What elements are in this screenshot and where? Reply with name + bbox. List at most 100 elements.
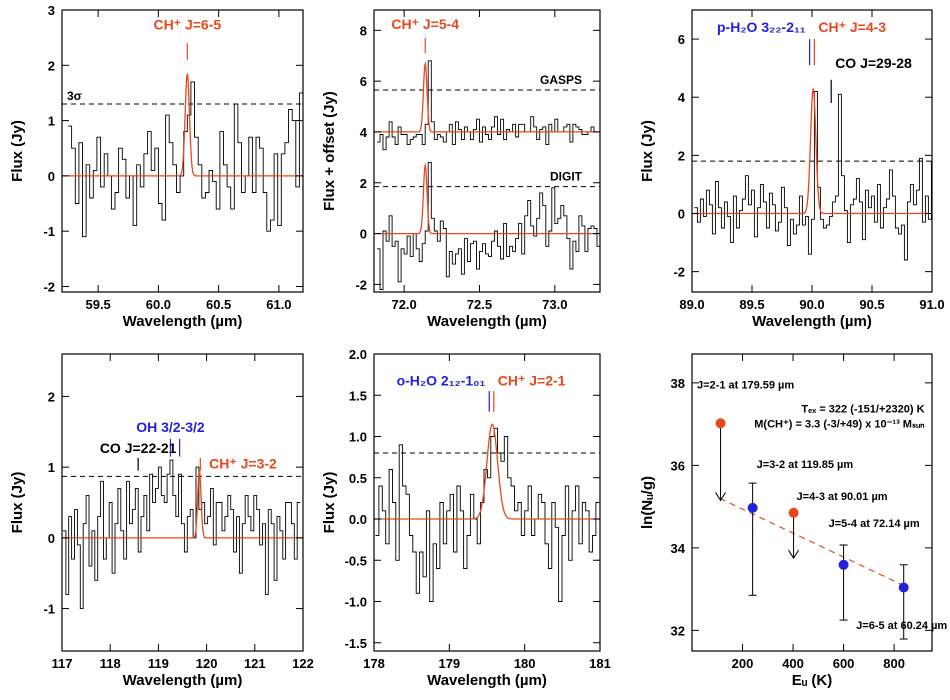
x-axis-title: Wavelength (µm)	[123, 313, 243, 330]
arrow-head	[788, 549, 799, 560]
line-label: CH⁺ J=3-2	[209, 456, 277, 472]
y-axis-title: Flux (Jy)	[321, 472, 338, 534]
y-tick-label: -1.5	[345, 636, 367, 651]
y-axis-title: Flux (Jy)	[9, 120, 26, 182]
point-label: J=2-1 at 179.59 µm	[697, 379, 794, 391]
spectrum-histogram	[377, 161, 600, 290]
y-tick-label: -1.0	[345, 595, 367, 610]
data-point	[788, 507, 799, 518]
x-tick-label: 200	[732, 656, 754, 671]
y-tick-label: 0	[48, 531, 55, 546]
x-tick-label: 89.5	[739, 297, 764, 312]
panel-ch-plus-4-3: p-H₂O 3₂₂-2₁₁ CH⁺ J=4-3 CO J=29-28 89.0 89.5…	[639, 9, 945, 330]
spectrum-histogram	[694, 90, 932, 261]
x-axis-title: Wavelength (µm)	[427, 672, 547, 689]
plot-content	[374, 60, 600, 290]
x-tick-label: 600	[833, 656, 855, 671]
spectrum-histogram	[377, 60, 600, 151]
gaussian-fit	[374, 162, 600, 235]
plot-content	[62, 459, 303, 610]
y-tick-label: 1.5	[349, 388, 367, 403]
y-tick-label: 6	[678, 32, 685, 47]
arrow-head	[715, 492, 726, 502]
line-label: CO J=22-21	[100, 440, 177, 456]
x-tick-label: 400	[782, 656, 804, 671]
line-label: CH⁺ J=6-5	[153, 16, 221, 32]
gaussian-fit	[374, 423, 600, 520]
y-tick-label: -2	[355, 277, 367, 292]
y-tick-label: -2	[673, 265, 685, 280]
x-axis-title: Wavelength (µm)	[752, 313, 872, 330]
point-label: J=4-3 at 90.01 µm	[797, 491, 888, 503]
y-tick-label: 2	[678, 148, 685, 163]
y-tick-label: 6	[360, 74, 367, 89]
x-tick-label: 119	[148, 656, 169, 671]
panel-ch-plus-5-4: GASPS DIGIT CH⁺ J=5-4 72.0 72.5 73.0 -2 0 2 4 6 8 Wa…	[321, 9, 601, 330]
line-label: CH⁺ J=5-4	[391, 16, 459, 32]
line-label: p-H₂O 3₂₂-2₁₁	[717, 19, 806, 35]
y-tick-label: 2	[48, 389, 55, 404]
y-tick-label: 3	[48, 3, 55, 18]
spectrum-histogram	[375, 427, 600, 602]
plot-frame	[691, 9, 933, 293]
ref-label: 3σ	[67, 89, 82, 103]
y-tick-label: 8	[360, 23, 367, 38]
line-label: CH⁺ J=4-3	[818, 19, 886, 35]
panel-ch-plus-6-5: 3σ CH⁺ J=6-5 59.5 60.0 60.5 61.0 -2 -1 0 1 2 3 Wavel…	[9, 3, 304, 330]
y-tick-label: 0.0	[349, 512, 367, 527]
point-label: J=3-2 at 119.85 µm	[757, 459, 854, 471]
line-label: o-H₂O 2₁₂-1₀₁	[397, 372, 486, 388]
y-tick-label: -2	[43, 279, 55, 294]
x-tick-label: 59.5	[85, 297, 110, 312]
x-tick-label: 179	[438, 656, 460, 671]
y-tick-label: 36	[671, 458, 685, 473]
y-tick-label: 0	[48, 169, 55, 184]
y-axis-title: Flux + offset (Jy)	[321, 91, 338, 211]
y-axis-title: Flux (Jy)	[639, 120, 656, 182]
y-tick-label: 4	[360, 125, 368, 140]
x-axis-title: Eᵤ (K)	[792, 672, 833, 689]
mass-annotation: M(CH⁺) = 3.3 (-3/+49) x 10⁻¹³ Mₛᵤₙ	[754, 418, 925, 430]
y-tick-label: -0.5	[345, 553, 367, 568]
x-tick-label: 181	[589, 656, 611, 671]
y-tick-label: 1	[48, 114, 55, 129]
x-axis-title: Wavelength (µm)	[123, 672, 243, 689]
spectrum-histogram	[63, 459, 301, 610]
point-label: J=5-4 at 72.14 µm	[829, 518, 920, 530]
data-point	[898, 582, 909, 593]
temperature-annotation: Tₑₓ = 322 (-151/+2320) K	[801, 404, 924, 416]
y-tick-label: -1	[43, 602, 55, 617]
x-tick-label: 61.0	[266, 297, 291, 312]
gaussian-fit	[692, 88, 932, 215]
x-tick-label: 90.0	[799, 297, 824, 312]
plot-frame	[373, 353, 601, 652]
y-tick-label: -1	[43, 224, 55, 239]
data-point	[747, 502, 758, 513]
x-tick-label: 117	[52, 656, 73, 671]
y-tick-label: 32	[671, 623, 685, 638]
y-axis-title: Flux (Jy)	[9, 472, 26, 534]
gaussian-fit	[62, 470, 303, 539]
y-tick-label: 38	[671, 376, 685, 391]
y-axis-title: ln(Nᵤ/g)	[639, 476, 656, 529]
data-point	[715, 418, 726, 429]
plot-content	[374, 423, 600, 602]
y-tick-label: 1.0	[349, 430, 367, 445]
plot-frame	[61, 353, 304, 652]
data-point	[838, 559, 849, 570]
x-tick-label: 180	[514, 656, 536, 671]
x-axis-title: Wavelength (µm)	[427, 313, 547, 330]
plot-frame	[373, 9, 601, 293]
x-tick-label: 120	[196, 656, 218, 671]
y-tick-label: 0	[678, 207, 685, 222]
panel-ch-plus-2-1: o-H₂O 2₁₂-1₀₁ CH⁺ J=2-1 178 179 180 181 -1.5 -1…	[321, 347, 611, 689]
x-tick-label: 60.0	[146, 297, 171, 312]
x-tick-label: 89.0	[679, 297, 704, 312]
ref-label: DIGIT	[550, 170, 583, 184]
x-tick-label: 178	[363, 656, 385, 671]
plot-frame	[61, 9, 304, 293]
x-tick-label: 121	[244, 656, 266, 671]
gaussian-fit	[62, 73, 303, 177]
